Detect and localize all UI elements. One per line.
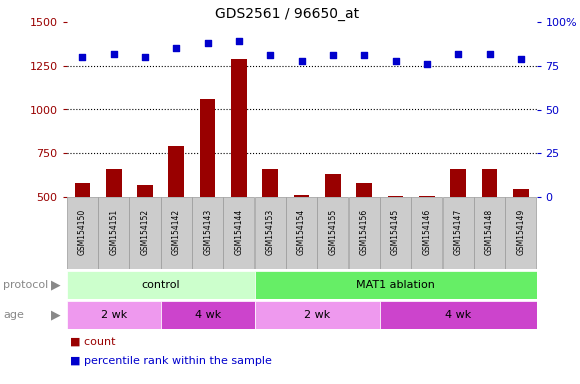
Point: [109, 50, 118, 56]
Point: [360, 52, 369, 58]
Point: [234, 38, 244, 44]
Bar: [129, 197, 161, 269]
Bar: [137, 185, 153, 285]
Bar: [200, 99, 216, 285]
Bar: [67, 301, 161, 329]
Text: GSM154147: GSM154147: [454, 209, 463, 255]
Bar: [67, 197, 98, 269]
Bar: [231, 59, 247, 285]
Text: ▶: ▶: [51, 278, 61, 291]
Text: GSM154146: GSM154146: [422, 209, 432, 255]
Text: ■ count: ■ count: [70, 337, 115, 347]
Bar: [411, 197, 443, 269]
Bar: [349, 197, 380, 269]
Bar: [161, 301, 255, 329]
Point: [203, 40, 212, 46]
Text: GSM154144: GSM154144: [234, 209, 244, 255]
Text: 2 wk: 2 wk: [100, 310, 127, 320]
Bar: [443, 197, 474, 269]
Text: GSM154153: GSM154153: [266, 209, 275, 255]
Text: GSM154143: GSM154143: [203, 209, 212, 255]
Text: 4 wk: 4 wk: [194, 310, 221, 320]
Text: GSM154151: GSM154151: [109, 209, 118, 255]
Text: 2 wk: 2 wk: [304, 310, 331, 320]
Bar: [223, 197, 255, 269]
Text: GSM154142: GSM154142: [172, 209, 181, 255]
Bar: [481, 169, 498, 285]
Text: 4 wk: 4 wk: [445, 310, 472, 320]
Title: GDS2561 / 96650_at: GDS2561 / 96650_at: [215, 7, 360, 21]
Text: GSM154150: GSM154150: [78, 209, 87, 255]
Point: [328, 52, 338, 58]
Bar: [255, 197, 286, 269]
Bar: [169, 146, 184, 285]
Text: GSM154154: GSM154154: [297, 209, 306, 255]
Point: [78, 54, 87, 60]
Point: [297, 58, 306, 64]
Text: GSM154145: GSM154145: [391, 209, 400, 255]
Bar: [387, 196, 404, 285]
Text: MAT1 ablation: MAT1 ablation: [356, 280, 435, 290]
Text: GSM154152: GSM154152: [140, 209, 150, 255]
Bar: [380, 197, 411, 269]
Bar: [356, 183, 372, 285]
Point: [140, 54, 150, 60]
Bar: [106, 169, 122, 285]
Text: GSM154148: GSM154148: [485, 209, 494, 255]
Bar: [325, 174, 341, 285]
Point: [391, 58, 400, 64]
Point: [516, 56, 525, 62]
Text: GSM154156: GSM154156: [360, 209, 369, 255]
Text: control: control: [142, 280, 180, 290]
Bar: [513, 189, 528, 285]
Bar: [505, 197, 536, 269]
Text: GSM154149: GSM154149: [516, 209, 525, 255]
Bar: [474, 197, 505, 269]
Text: protocol: protocol: [3, 280, 48, 290]
Text: ■ percentile rank within the sample: ■ percentile rank within the sample: [70, 356, 271, 366]
Bar: [161, 197, 192, 269]
Point: [422, 61, 432, 67]
Bar: [98, 197, 129, 269]
Bar: [293, 195, 310, 285]
Bar: [255, 271, 536, 299]
Bar: [255, 301, 380, 329]
Text: ▶: ▶: [51, 308, 61, 321]
Text: age: age: [3, 310, 24, 320]
Text: GSM154155: GSM154155: [328, 209, 338, 255]
Point: [485, 50, 494, 56]
Bar: [67, 271, 255, 299]
Bar: [262, 169, 278, 285]
Point: [454, 50, 463, 56]
Bar: [380, 301, 536, 329]
Bar: [419, 196, 435, 285]
Bar: [450, 169, 466, 285]
Bar: [192, 197, 223, 269]
Bar: [286, 197, 317, 269]
Point: [266, 52, 275, 58]
Bar: [317, 197, 349, 269]
Point: [172, 45, 181, 51]
Bar: [74, 183, 90, 285]
